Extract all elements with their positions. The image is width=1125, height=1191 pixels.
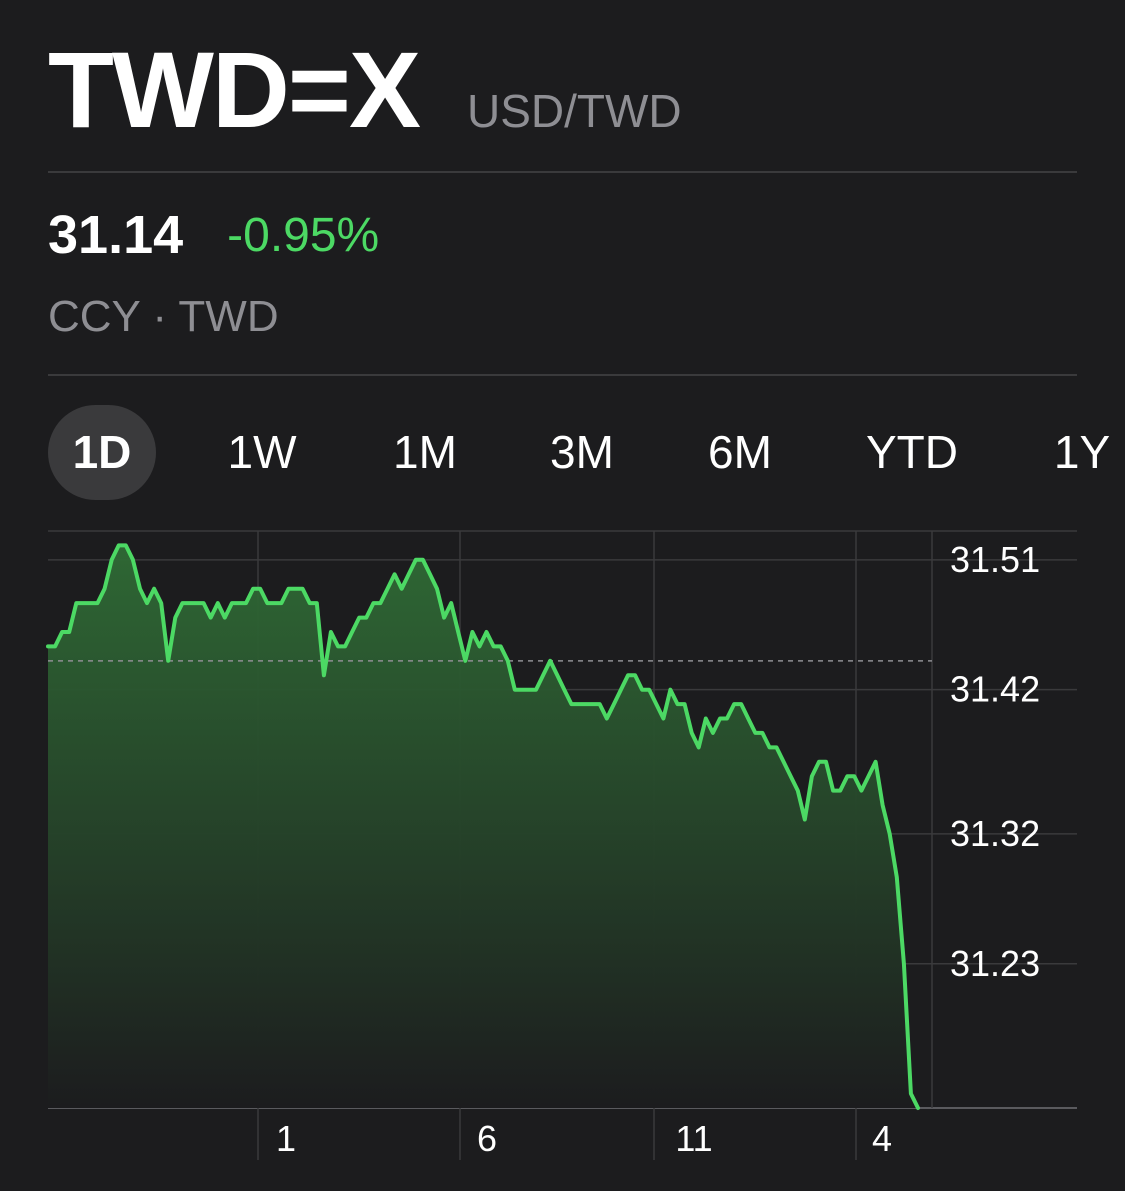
x-axis-labels: 1 6 11 4 xyxy=(276,1118,892,1159)
y-tick-label: 31.42 xyxy=(950,669,1040,710)
x-tick-label: 1 xyxy=(276,1118,296,1159)
range-3m-button[interactable]: 3M xyxy=(550,426,614,478)
range-ytd-button[interactable]: YTD xyxy=(866,426,958,478)
ticker-symbol: TWD=X xyxy=(48,29,421,150)
x-tick-label: 6 xyxy=(477,1118,497,1159)
exchange-label: CCY · TWD xyxy=(48,292,279,341)
range-6m-button[interactable]: 6M xyxy=(708,426,772,478)
y-tick-label: 31.32 xyxy=(950,813,1040,854)
price-area-fill xyxy=(48,545,918,1108)
header-divider xyxy=(48,171,1077,173)
x-tick-label: 11 xyxy=(675,1118,712,1159)
x-tick-label: 4 xyxy=(872,1118,892,1159)
y-tick-label: 31.23 xyxy=(950,943,1040,984)
range-1w-button[interactable]: 1W xyxy=(227,426,297,478)
current-price: 31.14 xyxy=(48,205,184,265)
range-1y-button[interactable]: 1Y xyxy=(1053,426,1111,478)
quote-divider xyxy=(48,374,1077,376)
currency-pair: USD/TWD xyxy=(467,85,682,137)
y-axis-labels: 31.51 31.42 31.32 31.23 xyxy=(950,539,1040,984)
header: TWD=X USD/TWD xyxy=(48,20,682,160)
percent-change: -0.95% xyxy=(227,208,380,262)
price-line xyxy=(46,543,920,1110)
range-selector: 1D 1W 1M 3M 6M YTD 1Y xyxy=(0,405,1125,500)
range-1d-button[interactable]: 1D xyxy=(48,405,156,500)
quote-row: 31.14 -0.95% xyxy=(48,200,379,270)
range-1m-button[interactable]: 1M xyxy=(393,426,457,478)
y-tick-label: 31.51 xyxy=(950,539,1040,580)
